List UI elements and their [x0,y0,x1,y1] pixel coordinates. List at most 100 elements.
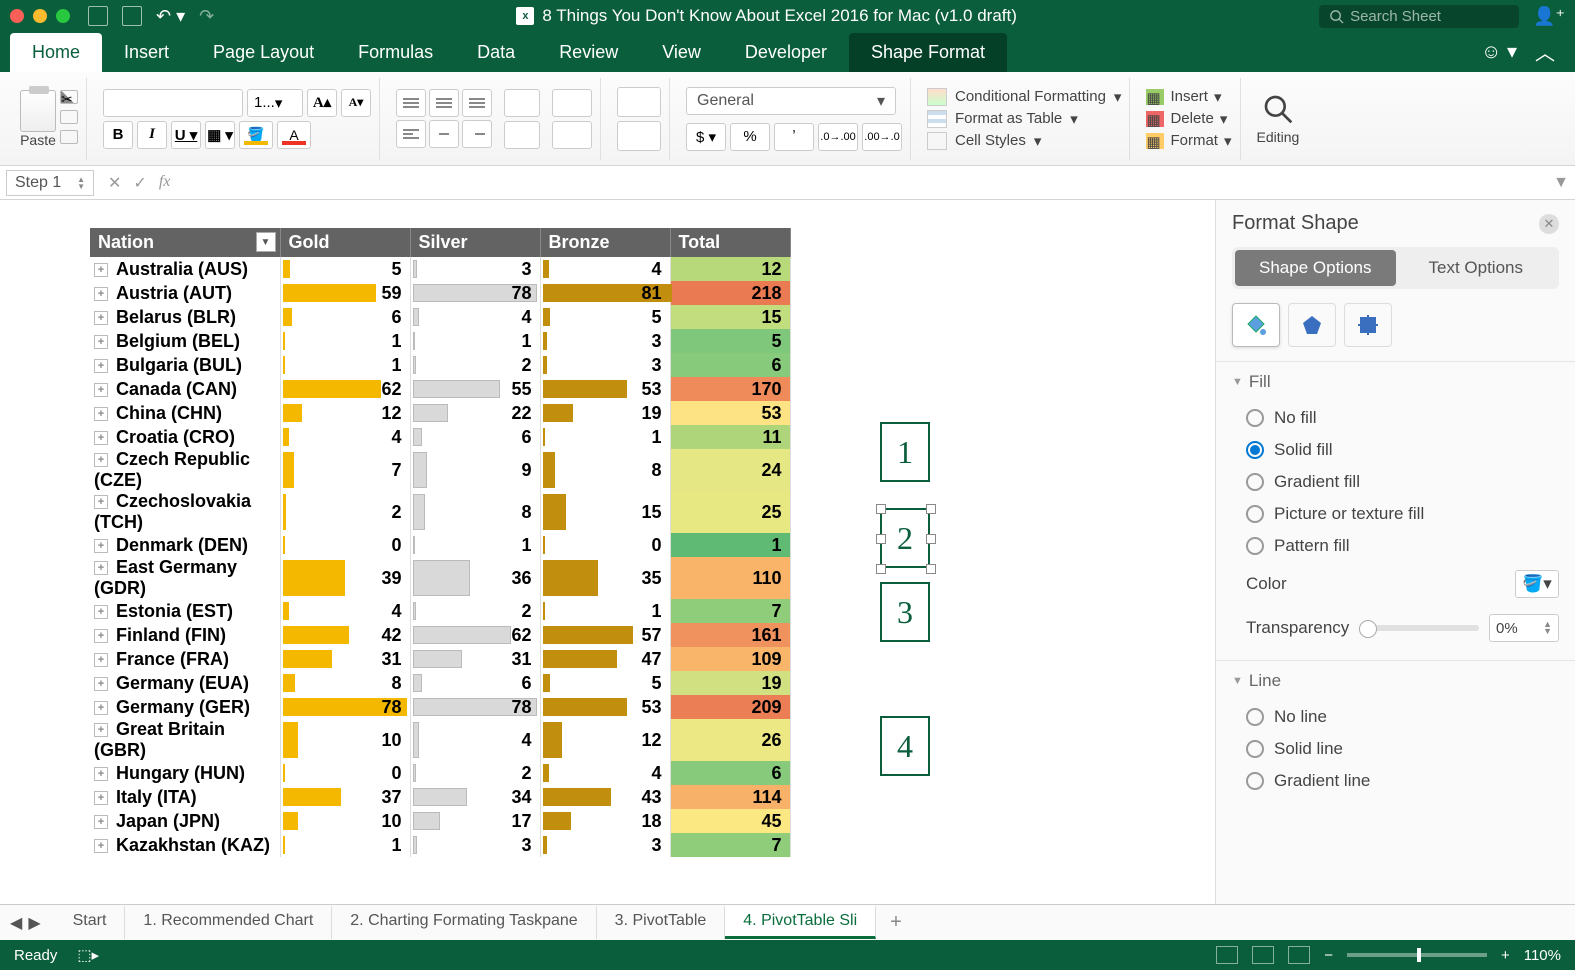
total-cell[interactable]: 5 [670,329,790,353]
accept-formula-icon[interactable]: ✓ [133,173,146,193]
table-row[interactable]: +Bulgaria (BUL)1236 [90,353,790,377]
align-bottom-button[interactable] [462,89,492,117]
bronze-cell[interactable]: 19 [540,401,670,425]
fill-option-pattern-fill[interactable]: Pattern fill [1232,530,1559,562]
silver-cell[interactable]: 78 [410,281,540,305]
column-header-silver[interactable]: Silver [410,228,540,257]
paste-button[interactable]: Paste [20,90,56,148]
tab-insert[interactable]: Insert [102,33,191,72]
bronze-cell[interactable]: 53 [540,377,670,401]
total-cell[interactable]: 109 [670,647,790,671]
line-option-solid-line[interactable]: Solid line [1232,733,1559,765]
table-row[interactable]: +Great Britain (GBR)1041226 [90,719,790,761]
fill-line-icon[interactable] [1232,303,1280,347]
table-row[interactable]: +Hungary (HUN)0246 [90,761,790,785]
orientation-button[interactable] [552,121,592,149]
border-button[interactable]: ▦ ▾ [205,121,235,149]
editing-button[interactable]: Editing [1257,93,1300,145]
new-sheet-button[interactable]: + [876,905,916,940]
gold-cell[interactable]: 4 [280,425,410,449]
nation-cell[interactable]: +France (FRA) [90,647,280,671]
merge-button-2[interactable] [617,121,661,151]
zoom-in-icon[interactable]: + [1501,947,1510,964]
nation-cell[interactable]: +China (CHN) [90,401,280,425]
nation-cell[interactable]: +Czech Republic (CZE) [90,449,280,491]
comma-button[interactable]: ʼ [774,123,814,151]
sheet-tab-2[interactable]: 2. Charting Formating Taskpane [332,906,596,939]
align-middle-button[interactable] [429,89,459,117]
decrease-decimal-button[interactable]: .00→.0 [862,123,902,151]
transparency-input[interactable]: 0%▲▼ [1489,614,1559,642]
copy-icon[interactable] [60,110,78,124]
increase-font-button[interactable]: A▴ [307,89,337,117]
shape-step-1[interactable]: 1 [880,422,930,482]
page-break-view-icon[interactable] [1288,946,1310,964]
transparency-slider[interactable] [1359,625,1479,631]
silver-cell[interactable]: 2 [410,353,540,377]
table-row[interactable]: +Denmark (DEN)0101 [90,533,790,557]
total-cell[interactable]: 6 [670,353,790,377]
silver-cell[interactable]: 62 [410,623,540,647]
gold-cell[interactable]: 0 [280,533,410,557]
close-window-icon[interactable] [10,9,24,23]
radio-icon[interactable] [1246,708,1264,726]
fill-option-picture-or-texture-fill[interactable]: Picture or texture fill [1232,498,1559,530]
table-row[interactable]: +Germany (GER)787853209 [90,695,790,719]
silver-cell[interactable]: 17 [410,809,540,833]
gold-cell[interactable]: 39 [280,557,410,599]
conditional-formatting-button[interactable]: Conditional Formatting ▾ [927,88,1121,106]
bronze-cell[interactable]: 3 [540,329,670,353]
silver-cell[interactable]: 6 [410,425,540,449]
name-box[interactable]: Step 1 ▲▼ [6,170,94,196]
silver-cell[interactable]: 2 [410,761,540,785]
column-header-gold[interactable]: Gold [280,228,410,257]
nation-cell[interactable]: +Hungary (HUN) [90,761,280,785]
tab-view[interactable]: View [640,33,723,72]
bronze-cell[interactable]: 1 [540,425,670,449]
expand-icon[interactable]: + [94,495,108,509]
gold-cell[interactable]: 10 [280,719,410,761]
nation-cell[interactable]: +Kazakhstan (KAZ) [90,833,280,857]
number-format-select[interactable]: General▾ [686,87,896,115]
indent-decrease-button[interactable] [504,89,540,117]
nation-cell[interactable]: +Great Britain (GBR) [90,719,280,761]
font-color-button[interactable]: A [277,121,311,149]
total-cell[interactable]: 114 [670,785,790,809]
expand-icon[interactable]: + [94,677,108,691]
table-row[interactable]: +China (CHN)12221953 [90,401,790,425]
nation-cell[interactable]: +Germany (EUA) [90,671,280,695]
silver-cell[interactable]: 1 [410,533,540,557]
underline-button[interactable]: U ▾ [171,121,201,149]
nation-cell[interactable]: +Canada (CAN) [90,377,280,401]
expand-icon[interactable]: + [94,723,108,737]
total-cell[interactable]: 209 [670,695,790,719]
expand-icon[interactable]: + [94,767,108,781]
expand-icon[interactable]: + [94,701,108,715]
silver-cell[interactable]: 3 [410,257,540,281]
bronze-cell[interactable]: 43 [540,785,670,809]
silver-cell[interactable]: 3 [410,833,540,857]
nation-cell[interactable]: +Italy (ITA) [90,785,280,809]
gold-cell[interactable]: 31 [280,647,410,671]
radio-icon[interactable] [1246,772,1264,790]
nation-cell[interactable]: +Belgium (BEL) [90,329,280,353]
nation-cell[interactable]: +Croatia (CRO) [90,425,280,449]
bronze-cell[interactable]: 47 [540,647,670,671]
radio-icon[interactable] [1246,740,1264,758]
total-cell[interactable]: 15 [670,305,790,329]
format-as-table-button[interactable]: Format as Table ▾ [927,110,1121,128]
search-input[interactable]: Search Sheet [1319,5,1519,28]
column-header-bronze[interactable]: Bronze [540,228,670,257]
silver-cell[interactable]: 2 [410,599,540,623]
table-row[interactable]: +Estonia (EST)4217 [90,599,790,623]
bronze-cell[interactable]: 18 [540,809,670,833]
total-cell[interactable]: 26 [670,719,790,761]
expand-icon[interactable]: + [94,431,108,445]
total-cell[interactable]: 6 [670,761,790,785]
gold-cell[interactable]: 10 [280,809,410,833]
resize-handle[interactable] [926,504,936,514]
percent-button[interactable]: % [730,123,770,151]
silver-cell[interactable]: 1 [410,329,540,353]
align-right-button[interactable] [462,120,492,148]
cancel-formula-icon[interactable]: ✕ [108,173,121,193]
